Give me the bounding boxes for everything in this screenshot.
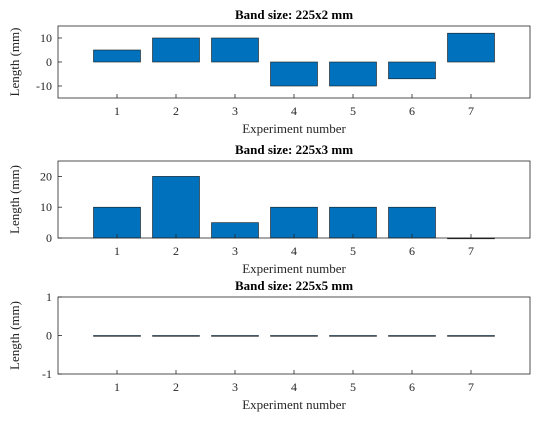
y-axis-label: Length (mm) [7, 165, 22, 234]
x-tick-label: 3 [232, 244, 238, 258]
x-tick-label: 7 [468, 380, 474, 394]
bar-3-7 [447, 335, 495, 337]
bar-2-4 [270, 206, 318, 239]
x-tick-label: 3 [232, 380, 238, 394]
y-axis-label: Length (mm) [7, 301, 22, 370]
x-tick-label: 4 [291, 104, 297, 118]
y-tick-label: 1 [46, 290, 52, 304]
chart-title: Band size: 225x2 mm [235, 7, 353, 22]
bar-1-7 [447, 32, 495, 63]
y-tick-label: -1 [42, 367, 52, 381]
y-tick-label: 0 [46, 55, 52, 69]
bar-1-2 [152, 37, 200, 63]
x-tick-label: 4 [291, 244, 297, 258]
bar-2-2 [152, 176, 200, 239]
y-tick-label: -10 [36, 79, 52, 93]
bar-1-4 [270, 61, 318, 87]
x-tick-label: 3 [232, 104, 238, 118]
x-tick-label: 6 [409, 380, 415, 394]
x-tick-label: 1 [114, 244, 120, 258]
x-tick-label: 1 [114, 104, 120, 118]
x-tick-label: 4 [291, 380, 297, 394]
y-tick-label: 0 [46, 329, 52, 343]
x-tick-label: 6 [409, 244, 415, 258]
x-tick-label: 5 [350, 244, 356, 258]
bar-3-1 [93, 335, 141, 337]
bar-2-5 [329, 206, 377, 239]
bar-1-1 [93, 49, 141, 63]
bar-1-5 [329, 61, 377, 87]
x-tick-label: 7 [468, 104, 474, 118]
bar-2-1 [93, 206, 141, 239]
x-axis-label: Experiment number [242, 261, 346, 276]
x-tick-label: 2 [173, 244, 179, 258]
bar-3-6 [388, 335, 436, 337]
bar-3-3 [211, 335, 259, 337]
chart-title: Band size: 225x5 mm [235, 278, 353, 293]
y-axis-label: Length (mm) [7, 28, 22, 97]
bar-2-6 [388, 206, 436, 239]
chart-title: Band size: 225x3 mm [235, 142, 353, 157]
y-tick-label: 10 [40, 31, 52, 45]
bar-3-4 [270, 335, 318, 337]
y-tick-label: 20 [40, 169, 52, 183]
x-tick-label: 2 [173, 380, 179, 394]
x-tick-label: 1 [114, 380, 120, 394]
bar-3-2 [152, 335, 200, 337]
y-tick-label: 0 [46, 231, 52, 245]
y-tick-label: 10 [40, 200, 52, 214]
bar-1-3 [211, 37, 259, 63]
x-tick-label: 5 [350, 104, 356, 118]
bar-3-5 [329, 335, 377, 337]
bar-1-6 [388, 61, 436, 80]
x-tick-label: 5 [350, 380, 356, 394]
x-axis-label: Experiment number [242, 121, 346, 136]
x-tick-label: 7 [468, 244, 474, 258]
x-tick-label: 2 [173, 104, 179, 118]
x-tick-label: 6 [409, 104, 415, 118]
x-axis-label: Experiment number [242, 397, 346, 412]
